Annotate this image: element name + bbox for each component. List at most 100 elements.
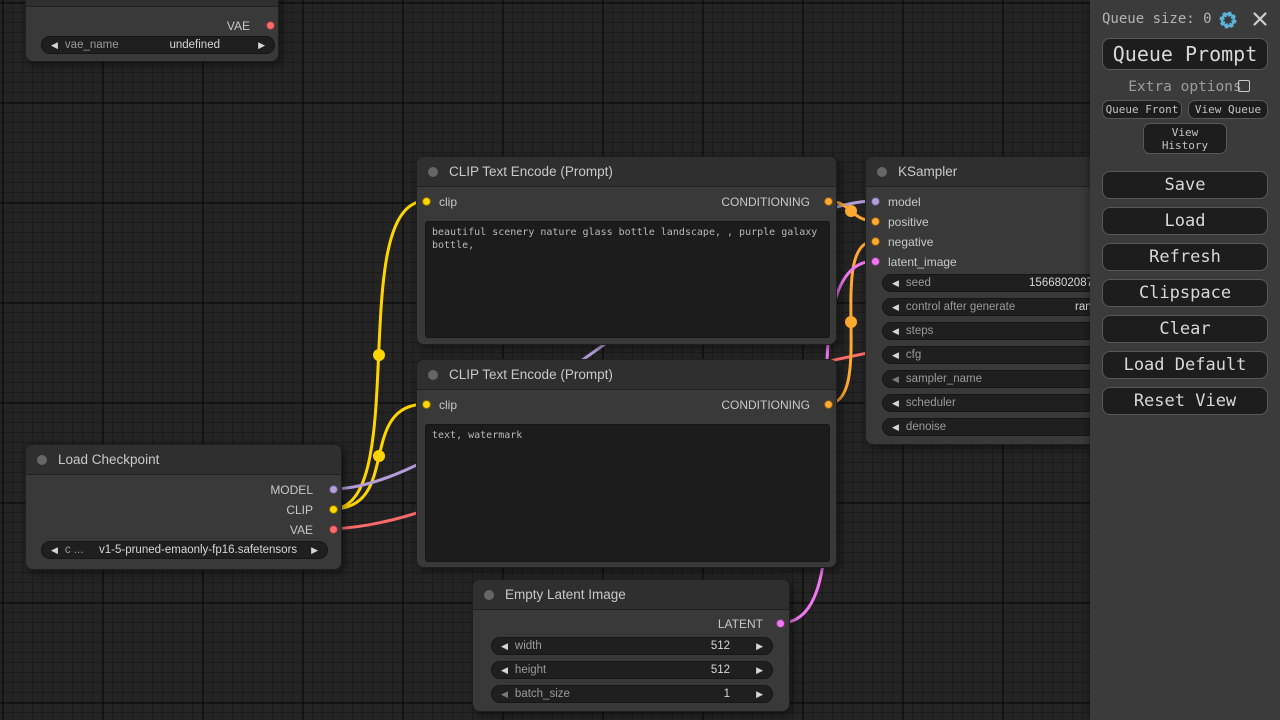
widget-label: height [514, 664, 547, 676]
node-titlebar[interactable] [417, 360, 836, 390]
node-titlebar[interactable] [417, 157, 836, 187]
widget-right-arrow-icon[interactable]: ▶ [311, 545, 318, 555]
view-history-label-2: History [1161, 138, 1209, 152]
view-history-button[interactable]: View History [1143, 123, 1227, 154]
widget-left-arrow-icon[interactable]: ◀ [501, 689, 508, 699]
widget-label: batch_size [514, 688, 570, 700]
widget-right-arrow-icon[interactable]: ▶ [258, 40, 265, 50]
node-titlebar[interactable] [26, 0, 278, 7]
vae-output-port[interactable] [329, 525, 338, 534]
widget-right-arrow-icon[interactable]: ▶ [756, 641, 763, 651]
view-history-label-1: View [1171, 125, 1199, 139]
vae-output-port[interactable] [266, 21, 275, 30]
conditioning-output-label: CONDITIONING [721, 398, 810, 412]
widget-label: cfg [905, 349, 922, 361]
widget-left-arrow-icon[interactable]: ◀ [892, 398, 899, 408]
widget-left-arrow-icon[interactable]: ◀ [501, 665, 508, 675]
widget-label: seed [905, 277, 931, 289]
load-default-label: Load Default [1123, 355, 1247, 375]
denoise-widget[interactable]: ◀ denoise [882, 418, 1130, 436]
clear-button[interactable]: Clear [1102, 315, 1268, 343]
seed-widget[interactable]: ◀ seed 1566802087 [882, 274, 1130, 292]
scheduler-widget[interactable]: ◀ scheduler [882, 394, 1130, 412]
width-widget[interactable]: ◀ width 512 ▶ [491, 637, 773, 655]
node-collapse-dot[interactable] [37, 455, 47, 465]
control-after-generate-widget[interactable]: ◀ control after generate ran [882, 298, 1130, 316]
node-collapse-dot[interactable] [877, 167, 887, 177]
vae-name-widget[interactable]: ◀ vae_name undefined ▶ [41, 36, 275, 54]
widget-right-arrow-icon[interactable]: ▶ [756, 665, 763, 675]
save-button[interactable]: Save [1102, 171, 1268, 199]
latent-output-port[interactable] [776, 619, 785, 628]
positive-prompt-textarea[interactable]: beautiful scenery nature glass bottle la… [425, 221, 830, 338]
node-titlebar[interactable] [26, 445, 341, 475]
cfg-widget[interactable]: ◀ cfg [882, 346, 1130, 364]
view-queue-button[interactable]: View Queue [1188, 100, 1268, 119]
widget-left-arrow-icon[interactable]: ◀ [892, 302, 899, 312]
queue-front-button[interactable]: Queue Front [1102, 100, 1182, 119]
queue-front-label: Queue Front [1105, 103, 1179, 116]
queue-prompt-label: Queue Prompt [1112, 42, 1258, 66]
node-collapse-dot[interactable] [484, 590, 494, 600]
vae-output-row: VAE [26, 19, 250, 33]
clip-input-port[interactable] [422, 197, 431, 206]
node-vae-loader[interactable]: VAE ◀ vae_name undefined ▶ [25, 0, 279, 62]
node-empty-latent-image[interactable]: Empty Latent Image LATENT ◀ width 512 ▶ … [472, 579, 790, 712]
batch-size-widget[interactable]: ◀ batch_size 1 ▶ [491, 685, 773, 703]
node-collapse-dot[interactable] [428, 370, 438, 380]
widget-label: control after generate [905, 301, 1016, 313]
ckpt-name-widget[interactable]: ◀ c ... v1-5-pruned-emaonly-fp16.safeten… [41, 541, 328, 559]
latent-image-input-port[interactable] [871, 257, 880, 266]
reset-view-button[interactable]: Reset View [1102, 387, 1268, 415]
reset-view-label: Reset View [1133, 391, 1237, 411]
link-middot [845, 316, 857, 328]
close-icon[interactable] [1252, 11, 1268, 27]
vae-output-label: VAE [289, 523, 313, 537]
widget-left-arrow-icon[interactable]: ◀ [892, 350, 899, 360]
widget-left-arrow-icon[interactable]: ◀ [51, 545, 58, 555]
link-clip-to-positive-prompt [330, 199, 428, 511]
load-label: Load [1164, 211, 1206, 231]
negative-prompt-textarea[interactable]: text, watermark [425, 424, 830, 562]
conditioning-output-port[interactable] [824, 400, 833, 409]
extra-options-checkbox[interactable] [1238, 80, 1250, 92]
widget-left-arrow-icon[interactable]: ◀ [892, 326, 899, 336]
positive-input-port[interactable] [871, 217, 880, 226]
widget-left-arrow-icon[interactable]: ◀ [892, 374, 899, 384]
node-title: Load Checkpoint [58, 452, 160, 467]
node-load-checkpoint[interactable]: Load Checkpoint MODEL CLIP VAE ◀ c ... v… [25, 444, 342, 570]
widget-value: 512 [710, 640, 730, 652]
refresh-button[interactable]: Refresh [1102, 243, 1268, 271]
widget-right-arrow-icon[interactable]: ▶ [756, 689, 763, 699]
node-clip-text-encode-positive[interactable]: CLIP Text Encode (Prompt) clip CONDITION… [416, 156, 837, 345]
load-button[interactable]: Load [1102, 207, 1268, 235]
gear-icon[interactable] [1218, 10, 1238, 30]
queue-prompt-button[interactable]: Queue Prompt [1102, 38, 1268, 70]
clip-input-port[interactable] [422, 400, 431, 409]
clipspace-button[interactable]: Clipspace [1102, 279, 1268, 307]
conditioning-output-port[interactable] [824, 197, 833, 206]
load-default-button[interactable]: Load Default [1102, 351, 1268, 379]
latent-output-label: LATENT [717, 617, 763, 631]
widget-left-arrow-icon[interactable]: ◀ [51, 40, 58, 50]
negative-input-port[interactable] [871, 237, 880, 246]
node-title: CLIP Text Encode (Prompt) [449, 164, 613, 179]
node-clip-text-encode-negative[interactable]: CLIP Text Encode (Prompt) clip CONDITION… [416, 359, 837, 568]
widget-value: v1-5-pruned-emaonly-fp16.safetensors [99, 544, 298, 556]
model-output-port[interactable] [329, 485, 338, 494]
widget-left-arrow-icon[interactable]: ◀ [501, 641, 508, 651]
model-input-port[interactable] [871, 197, 880, 206]
widget-left-arrow-icon[interactable]: ◀ [892, 278, 899, 288]
extra-options-label: Extra options [1128, 79, 1242, 95]
link-middot [373, 450, 385, 462]
sampler-name-widget[interactable]: ◀ sampler_name [882, 370, 1130, 388]
widget-label: sampler_name [905, 373, 982, 385]
steps-widget[interactable]: ◀ steps [882, 322, 1130, 340]
widget-left-arrow-icon[interactable]: ◀ [892, 422, 899, 432]
link-middot [373, 349, 385, 361]
node-collapse-dot[interactable] [428, 167, 438, 177]
height-widget[interactable]: ◀ height 512 ▶ [491, 661, 773, 679]
clip-output-port[interactable] [329, 505, 338, 514]
node-titlebar[interactable] [473, 580, 789, 610]
